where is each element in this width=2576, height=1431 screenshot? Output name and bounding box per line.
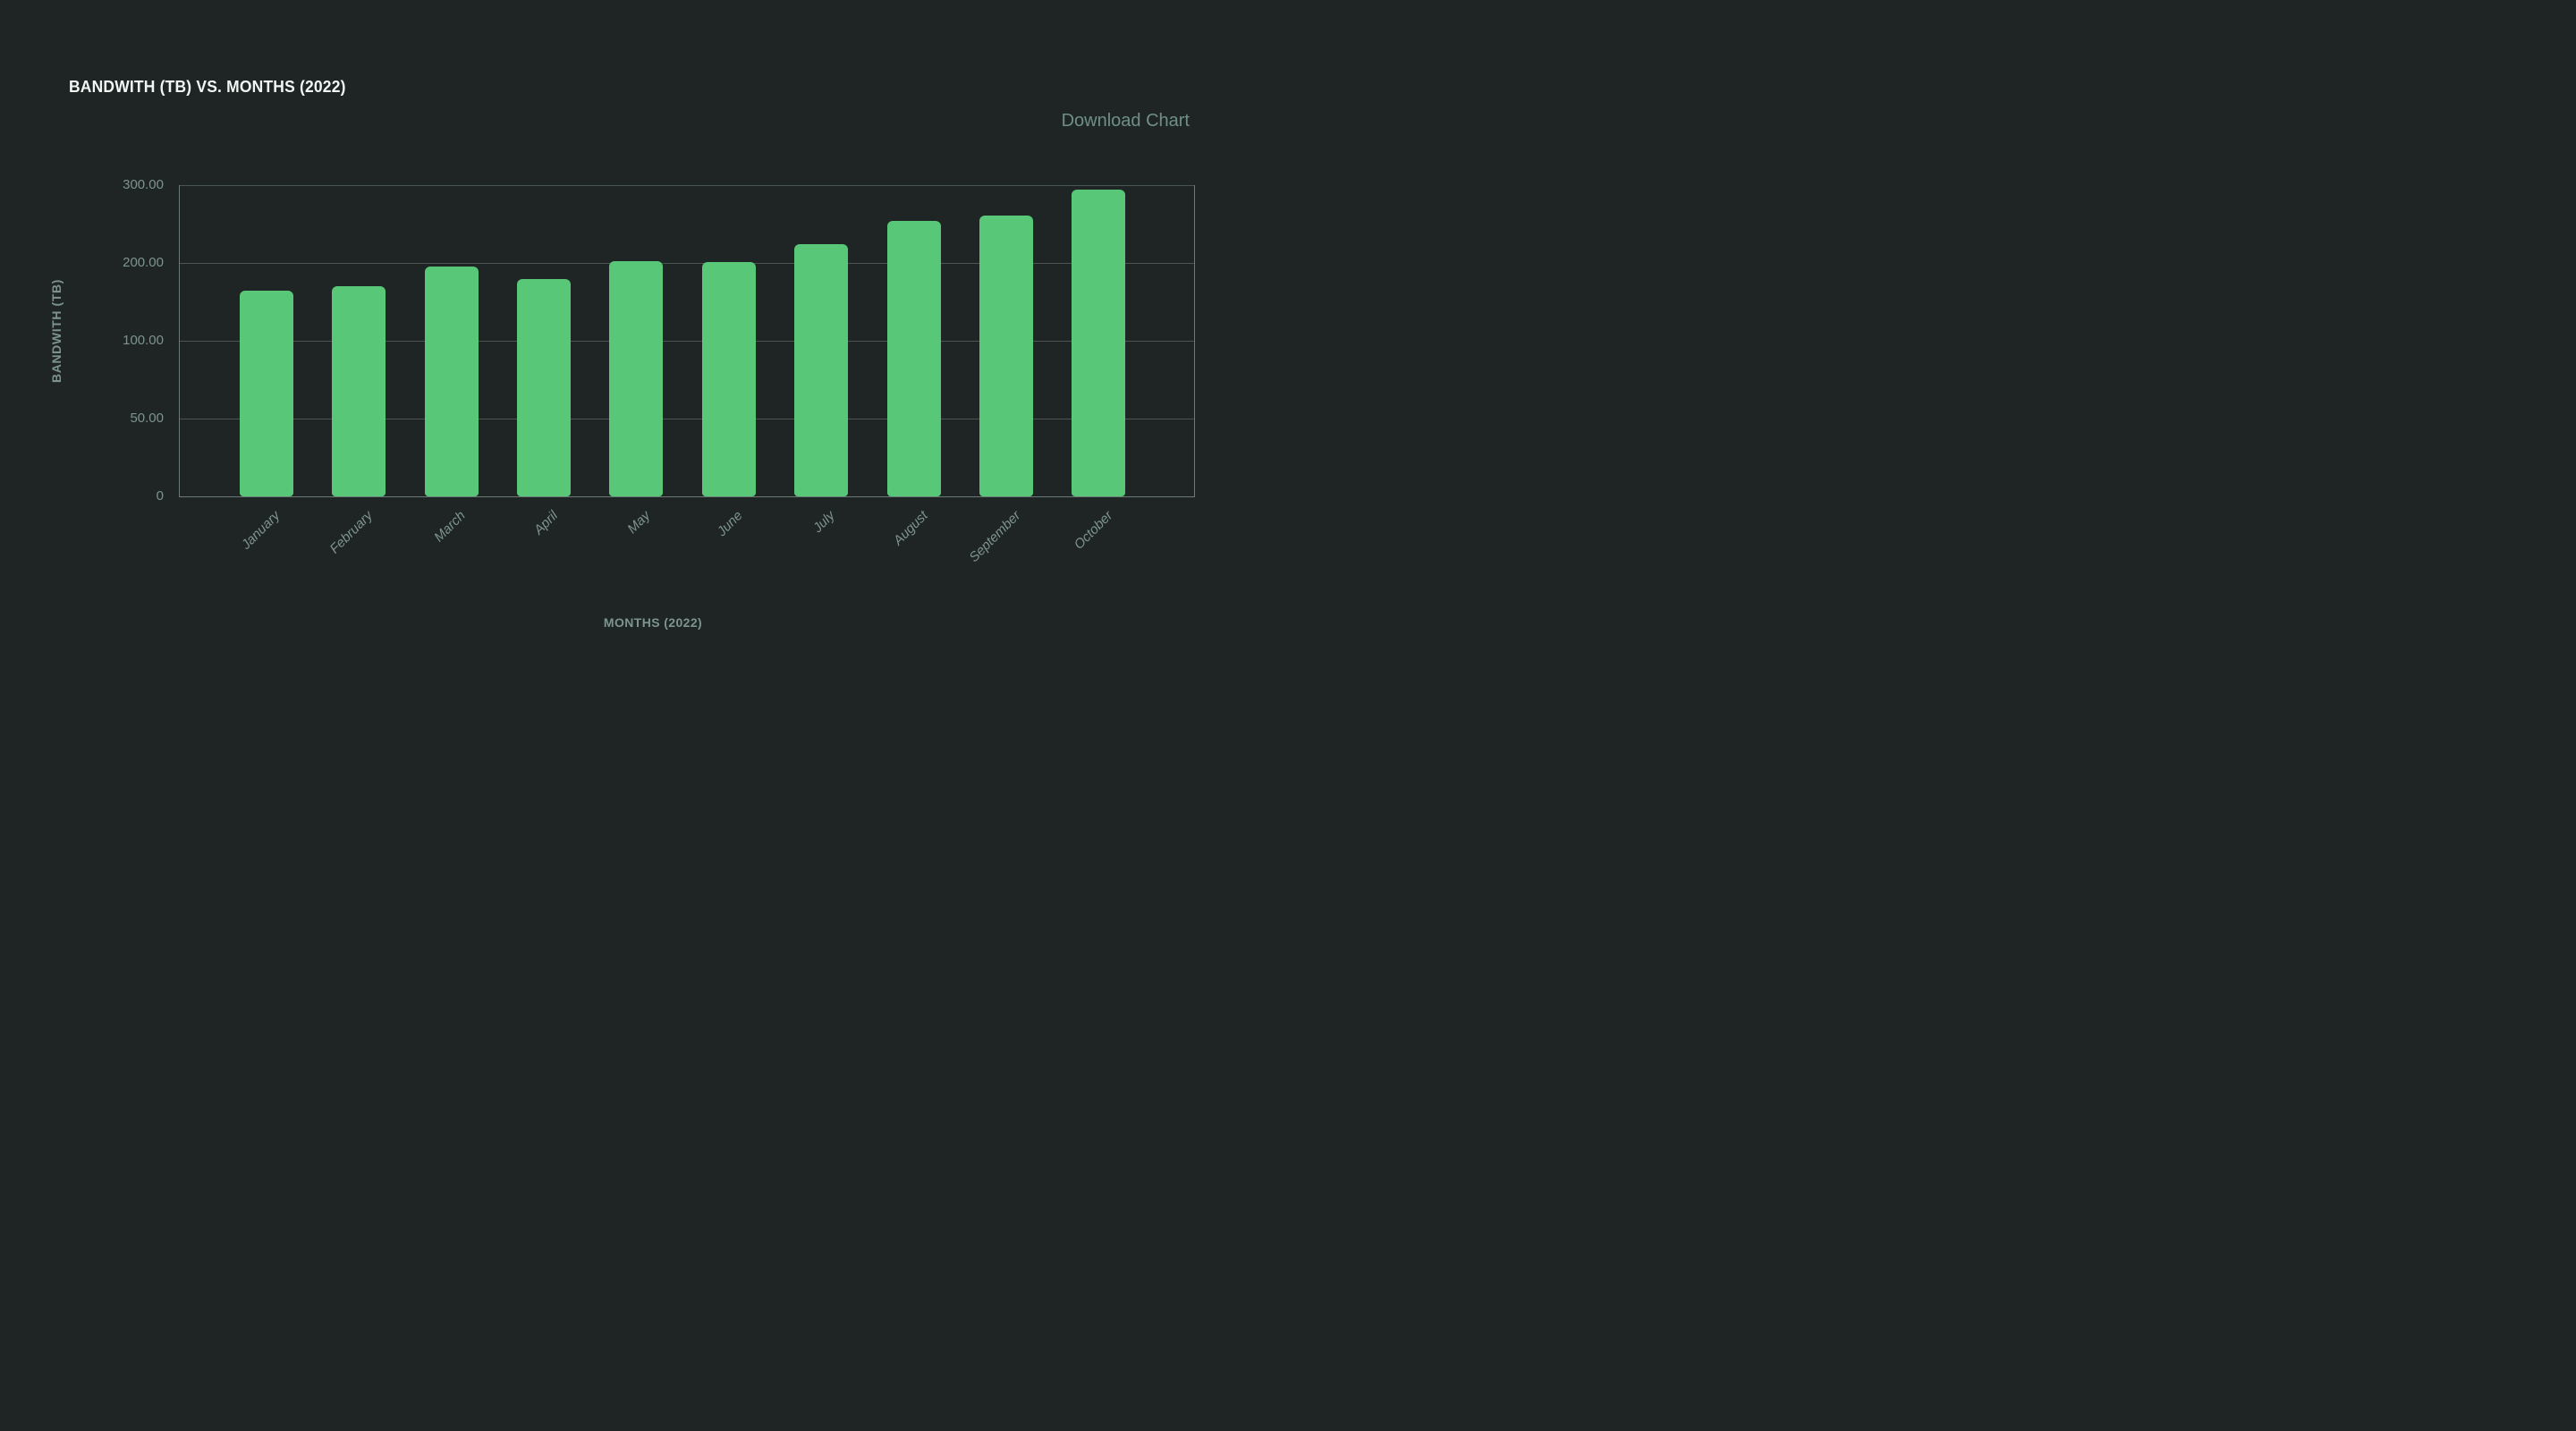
download-chart-link[interactable]: Download Chart	[1061, 111, 1190, 131]
chart-title: BANDWITH (TB) VS. MONTHS (2022)	[69, 78, 346, 96]
bar-may[interactable]	[609, 261, 664, 496]
y-tick-label: 50.00	[130, 411, 164, 426]
bar-april[interactable]	[516, 279, 571, 496]
x-tick-label: May	[624, 508, 654, 538]
chart-page: { "header": { "title": "BANDWITH (TB) VS…	[0, 0, 1288, 716]
bar-october[interactable]	[1072, 190, 1126, 496]
x-tick-label: September	[966, 508, 1023, 565]
y-axis-title: BANDWITH (TB)	[49, 279, 64, 383]
x-tick-label: February	[326, 508, 377, 557]
bar-august[interactable]	[886, 221, 941, 496]
bar-march[interactable]	[424, 266, 479, 496]
x-tick-label: April	[530, 508, 561, 538]
x-tick-label: August	[890, 508, 931, 549]
bar-july[interactable]	[794, 244, 849, 496]
gridline	[180, 341, 1194, 342]
x-tick-label: July	[810, 508, 839, 536]
bar-february[interactable]	[332, 286, 386, 496]
plot-area	[179, 185, 1195, 497]
x-tick-label: January	[238, 508, 284, 553]
bar-june[interactable]	[701, 262, 756, 496]
gridline	[180, 185, 1194, 186]
x-tick-label: October	[1071, 508, 1116, 553]
y-tick-label: 100.00	[123, 333, 164, 348]
y-tick-label: 200.00	[123, 255, 164, 270]
gridline	[180, 263, 1194, 264]
x-tick-label: June	[714, 508, 746, 540]
y-tick-label: 0	[156, 488, 164, 504]
x-tick-label: March	[431, 508, 469, 546]
bar-january[interactable]	[239, 291, 293, 496]
x-axis-title: MONTHS (2022)	[603, 615, 703, 630]
bar-september[interactable]	[979, 215, 1033, 496]
y-tick-label: 300.00	[123, 177, 164, 192]
